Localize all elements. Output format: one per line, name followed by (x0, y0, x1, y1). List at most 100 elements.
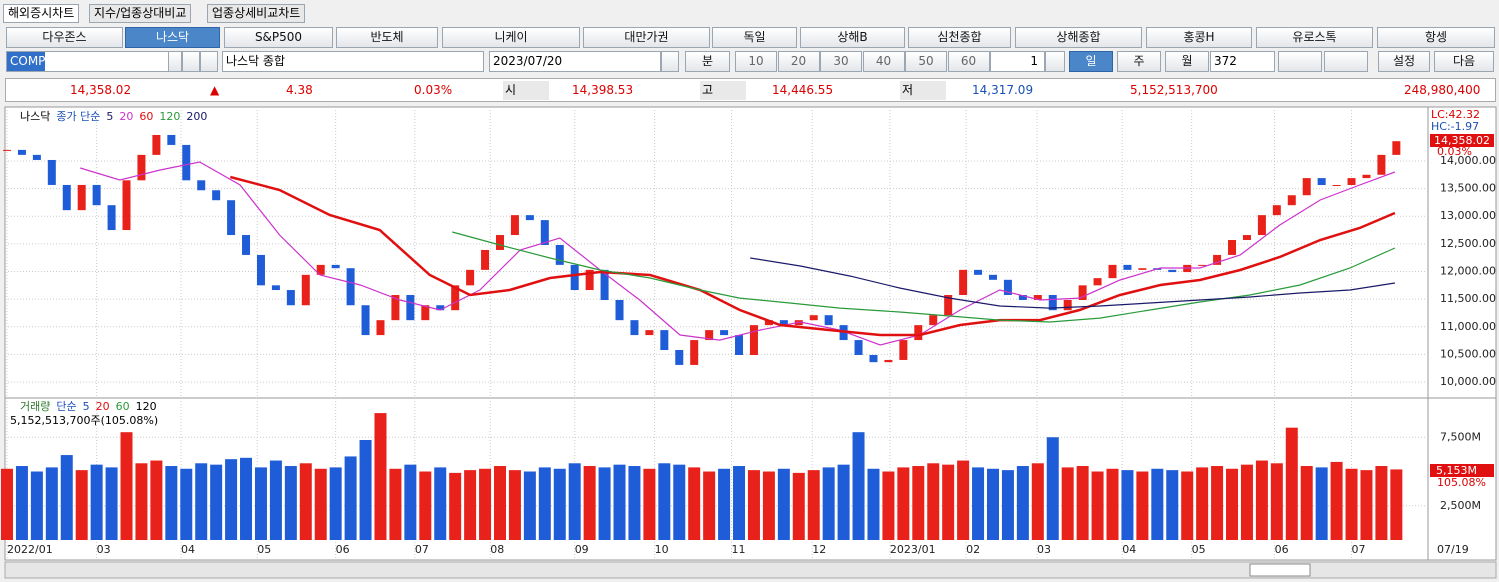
volume-bar (269, 460, 282, 540)
period-button[interactable]: 일 (1069, 51, 1113, 72)
candle-body (1033, 295, 1042, 300)
candle-body (1108, 264, 1117, 279)
minute-option[interactable]: 20 (777, 51, 820, 72)
candle-body (944, 295, 953, 316)
candle-body (92, 184, 101, 206)
last-price-label: 14,358.02 (1434, 134, 1490, 147)
candle-body (1377, 154, 1386, 175)
volume-bar (1330, 461, 1343, 540)
candle-body (1302, 178, 1311, 196)
volume-bar (927, 463, 940, 540)
minute-option[interactable]: 30 (820, 51, 862, 72)
legend-text: 200 (186, 110, 207, 123)
volume-bar (314, 468, 327, 540)
volume-bar (359, 440, 372, 540)
candle-body (137, 154, 146, 181)
y-tick-label: 13,000.00 (1440, 209, 1496, 222)
market-button[interactable]: 니케이 (442, 27, 580, 48)
volume-bar (1360, 470, 1373, 540)
candle-body (705, 330, 714, 341)
market-button[interactable]: 반도체 (336, 27, 438, 48)
scroll-thumb[interactable] (1249, 563, 1311, 577)
candle-body (346, 268, 355, 306)
legend-text: 종가 단순 (56, 110, 100, 123)
interval-field[interactable]: 1 (990, 51, 1045, 72)
market-button[interactable]: 심천종합 (908, 27, 1011, 48)
volume-bar (703, 471, 716, 540)
market-button[interactable]: 대만가권 (583, 27, 710, 48)
volume-bar (1121, 470, 1134, 540)
y-tick-label: 2,500M (1440, 499, 1481, 512)
last-volume-box (1430, 464, 1494, 477)
period-button[interactable]: 월 (1165, 51, 1209, 72)
line-tool[interactable] (1278, 51, 1322, 72)
dropdown[interactable] (168, 51, 182, 72)
minute-option[interactable]: 40 (862, 51, 905, 72)
minute-option[interactable]: 10 (735, 51, 777, 72)
volume-bar (1255, 460, 1268, 540)
volume-bar (882, 471, 895, 540)
quote-last: 14,358.02 (70, 83, 132, 97)
symbol-code[interactable]: COMP (6, 51, 170, 72)
volume-bar (225, 459, 238, 540)
candle-body (1332, 185, 1341, 187)
y-tick-label: 7,500M (1440, 430, 1481, 443)
option-button[interactable] (200, 51, 218, 72)
market-button[interactable]: 상해B (800, 27, 905, 48)
volume-bar (643, 468, 656, 540)
market-button[interactable]: S&P500 (224, 27, 333, 48)
candle-body (256, 254, 265, 286)
candle-body (914, 325, 923, 341)
candle-body (122, 180, 131, 231)
candle-body (227, 200, 236, 236)
next-button[interactable]: 다음 (1434, 51, 1494, 72)
volume-bar (942, 464, 955, 540)
market-button[interactable]: 유로스톡 (1256, 27, 1373, 48)
settings-button[interactable]: 설정 (1378, 51, 1430, 72)
volume-bar (165, 466, 178, 540)
volume-bar (254, 467, 267, 540)
quote-high: 14,446.55 (772, 83, 834, 97)
y-tick-label: 10,500.00 (1440, 347, 1496, 360)
count-field[interactable]: 372 (1210, 51, 1275, 72)
legend-text: 단순 (56, 400, 76, 413)
minute-button[interactable]: 분 (685, 51, 730, 72)
candle-body (376, 320, 385, 336)
interval-dropdown[interactable] (1045, 51, 1065, 72)
tab[interactable]: 업종상세비교차트 (207, 4, 306, 23)
volume-bar (329, 467, 342, 540)
market-button[interactable]: 다우존스 (6, 27, 123, 48)
x-tick-label: 03 (97, 543, 111, 556)
market-button[interactable]: 나스닥 (125, 27, 220, 48)
market-button[interactable]: 홍콩H (1146, 27, 1252, 48)
volume-bar (479, 468, 492, 540)
minute-option[interactable]: 60 (947, 51, 990, 72)
x-tick-label: 02 (966, 543, 980, 556)
tab[interactable]: 지수/업종상대비교 (89, 4, 192, 23)
candle-tool[interactable] (1324, 51, 1368, 72)
volume-bar (1315, 467, 1328, 540)
candle-body (1018, 295, 1027, 300)
candle-body (361, 305, 370, 336)
market-button[interactable]: 항셍 (1377, 27, 1495, 48)
minute-option[interactable]: 50 (905, 51, 947, 72)
volume-bar (762, 471, 775, 540)
x-end-label: 07/19 (1437, 543, 1469, 556)
legend-text: 20 (96, 400, 110, 413)
symbol-name: 나스닥 종합 (222, 51, 484, 72)
volume-bar (1211, 466, 1224, 540)
moving-average-line (452, 231, 1396, 323)
candle-body (929, 315, 938, 326)
calendar-button[interactable] (661, 51, 679, 72)
volume-bar (747, 470, 760, 540)
period-button[interactable]: 주 (1117, 51, 1161, 72)
market-button[interactable]: 상해종합 (1015, 27, 1142, 48)
volume-bar (464, 470, 477, 540)
market-button[interactable]: 독일 (712, 27, 797, 48)
tab[interactable]: 해외증시차트 (3, 4, 80, 23)
quote-label: 시 (503, 81, 549, 100)
scrollbar[interactable] (4, 561, 1497, 579)
volume-bar (404, 464, 417, 540)
search-button[interactable] (182, 51, 200, 72)
date-field[interactable]: 2023/07/20 (489, 51, 661, 72)
